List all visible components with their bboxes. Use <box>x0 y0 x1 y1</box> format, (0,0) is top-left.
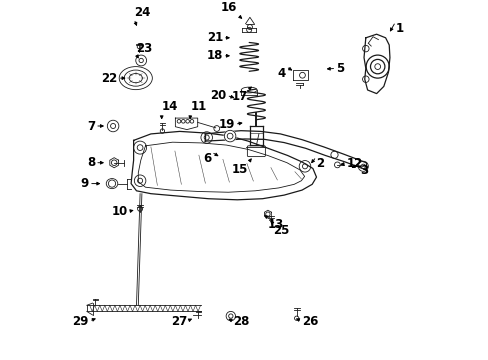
Text: 22: 22 <box>102 72 118 85</box>
Text: 24: 24 <box>134 6 150 19</box>
Text: 1: 1 <box>395 22 403 35</box>
Text: 8: 8 <box>87 156 95 169</box>
Text: 4: 4 <box>277 67 285 80</box>
Text: 28: 28 <box>232 315 249 328</box>
Text: 19: 19 <box>218 118 234 131</box>
Text: 12: 12 <box>346 157 363 170</box>
Text: 11: 11 <box>190 100 206 113</box>
Text: 5: 5 <box>336 62 344 75</box>
Text: 25: 25 <box>273 224 289 237</box>
Text: 3: 3 <box>359 164 367 177</box>
Circle shape <box>224 130 235 142</box>
Text: 29: 29 <box>72 315 89 328</box>
Text: 9: 9 <box>81 177 89 190</box>
Text: 16: 16 <box>221 1 237 14</box>
Text: 18: 18 <box>206 49 223 62</box>
Text: 7: 7 <box>87 120 95 132</box>
Text: 13: 13 <box>267 218 284 231</box>
Text: 14: 14 <box>162 100 178 113</box>
Text: 21: 21 <box>206 31 223 44</box>
Text: 10: 10 <box>111 205 127 218</box>
Text: 23: 23 <box>136 42 152 55</box>
Text: 17: 17 <box>231 90 247 103</box>
Text: 26: 26 <box>302 315 318 328</box>
Text: 15: 15 <box>231 163 247 176</box>
Text: 27: 27 <box>170 315 186 328</box>
Text: 2: 2 <box>316 157 324 170</box>
Text: 20: 20 <box>210 89 226 102</box>
Text: 6: 6 <box>203 152 211 165</box>
